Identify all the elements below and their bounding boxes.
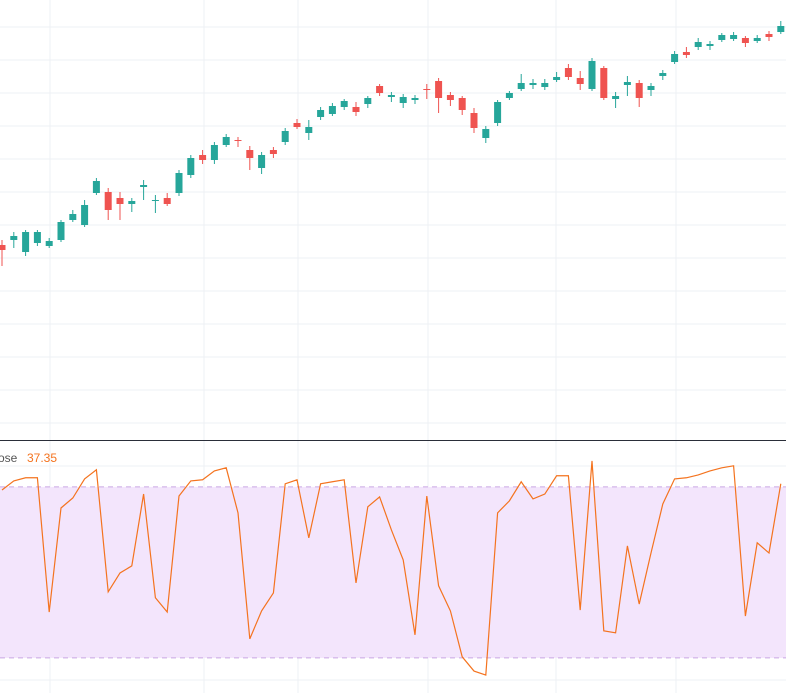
candle-body: [576, 78, 584, 84]
candle-body: [446, 95, 454, 100]
candle-body: [269, 150, 277, 154]
candle-body: [517, 83, 525, 89]
candle-body: [128, 201, 136, 204]
candle-body: [588, 61, 596, 89]
candle-body: [258, 155, 266, 168]
indicator-name: ose: [0, 451, 18, 465]
candle-body: [352, 107, 360, 112]
candle-body: [730, 35, 738, 39]
candle-body: [0, 245, 6, 250]
candle-body: [553, 77, 561, 80]
candle-body: [175, 173, 183, 193]
candle-body: [104, 192, 112, 210]
candle-body: [140, 185, 148, 187]
candle-body: [376, 86, 384, 93]
candle-body: [92, 181, 100, 193]
candle-body: [505, 93, 513, 98]
candle-body: [399, 97, 407, 103]
candle-body: [753, 38, 761, 41]
candle-body: [647, 86, 655, 90]
candle-body: [623, 82, 631, 85]
candle-body: [305, 127, 313, 133]
candle-body: [364, 98, 372, 104]
candle-body: [57, 222, 65, 240]
candle-body: [317, 110, 325, 117]
candle-body: [163, 198, 171, 204]
candle-body: [659, 73, 667, 76]
candle-body: [435, 81, 443, 98]
candle-body: [694, 42, 702, 47]
candle-body: [33, 232, 41, 243]
candle-body: [718, 35, 726, 40]
candle-body: [199, 155, 207, 160]
candle-body: [529, 83, 537, 85]
candle-body: [612, 96, 620, 99]
candle-body: [482, 129, 490, 138]
candle-body: [671, 54, 679, 62]
candle-body: [600, 68, 608, 98]
candle-body: [10, 236, 18, 240]
candle-body: [458, 98, 466, 110]
candle-body: [22, 232, 30, 252]
candle-body: [564, 68, 572, 77]
candle-body: [81, 205, 89, 225]
candle-body: [45, 241, 53, 246]
candle-body: [541, 83, 549, 87]
candle-body: [293, 123, 301, 127]
indicator-line: [1, 460, 782, 676]
candle-body: [328, 106, 336, 114]
candle-body: [69, 214, 77, 220]
band-fill: [0, 486, 786, 658]
candle-body: [423, 89, 431, 90]
candle-body: [151, 200, 159, 201]
candle-body: [411, 98, 419, 100]
candle-body: [765, 34, 773, 37]
candle-body: [116, 198, 124, 204]
indicator-value: 37.35: [27, 451, 57, 465]
candle-body: [494, 102, 502, 123]
candle-body: [281, 131, 289, 142]
candle-body: [777, 26, 785, 32]
candle-body: [234, 140, 242, 141]
candle-body: [706, 44, 714, 46]
candle-body: [222, 137, 230, 145]
candle-body: [246, 150, 254, 158]
candle-body: [340, 101, 348, 107]
candle-body: [387, 95, 395, 97]
candle-body: [635, 83, 643, 98]
candle-body: [210, 145, 218, 160]
candle-body: [470, 113, 478, 128]
candle-body: [741, 38, 749, 43]
candle-body: [682, 52, 690, 55]
candle-body: [187, 158, 195, 175]
